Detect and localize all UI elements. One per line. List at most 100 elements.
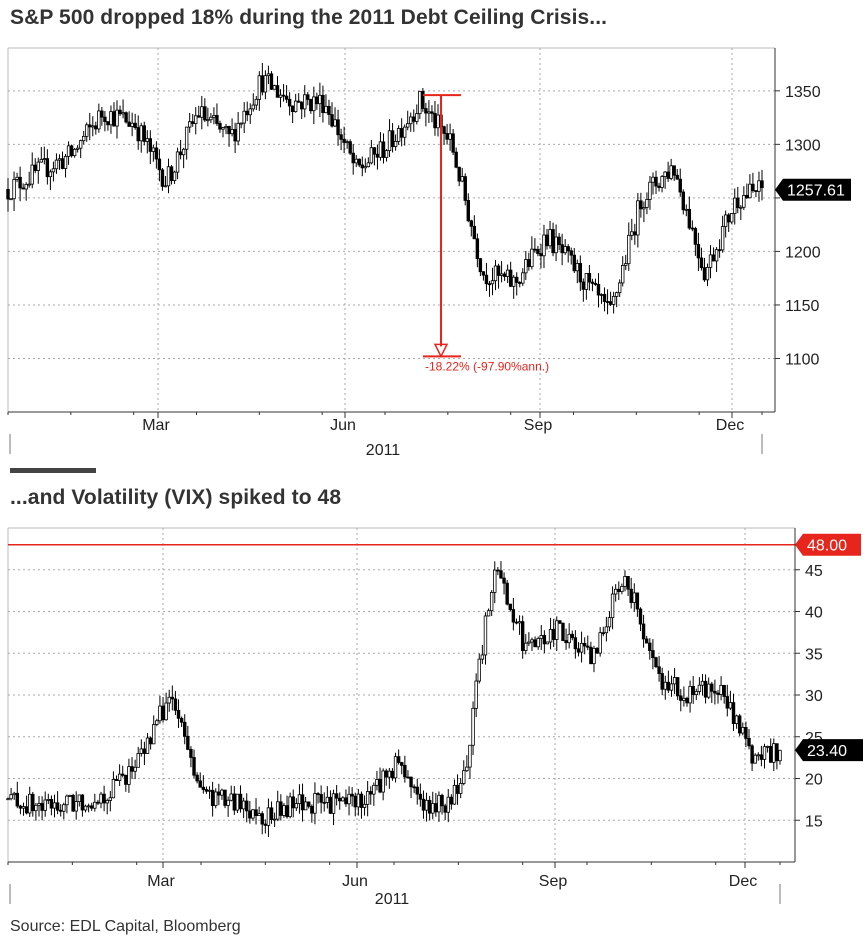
- vix-candle-body: [297, 794, 302, 804]
- vix-candle-body: [114, 779, 119, 781]
- vix-candle-body: [418, 793, 423, 800]
- vix-candle-body: [294, 803, 299, 809]
- sp500-candle-body: [614, 292, 619, 297]
- vix-candle-body: [762, 746, 767, 760]
- vix-candle-body: [93, 801, 97, 809]
- vix-candle-body: [55, 802, 60, 811]
- vix-candle-body: [291, 796, 295, 809]
- sp500-candle-body: [393, 141, 398, 147]
- vix-candle-body: [617, 588, 621, 593]
- sp500-ytick-label-1100: 1100: [785, 351, 820, 368]
- vix-candle-body: [772, 743, 776, 763]
- sp500-candle-body: [215, 115, 219, 124]
- vix-candle-body: [18, 805, 23, 809]
- sp500-candle-body: [624, 263, 628, 266]
- sp500-candle-body: [412, 116, 416, 122]
- vix-candle-body: [111, 779, 116, 799]
- sp500-candle-body: [484, 274, 489, 285]
- vix-peak-label: 48.00: [807, 538, 847, 555]
- sp500-candle-body: [363, 166, 368, 169]
- sp500-candle-body: [548, 229, 552, 247]
- vix-ytick-label-45: 45: [805, 563, 823, 580]
- sp500-candle-body: [124, 112, 128, 123]
- sp500-candle-body: [154, 147, 159, 160]
- vix-candle-body: [350, 793, 354, 797]
- sp500-candle-body: [36, 161, 40, 171]
- vix-candle-body: [582, 642, 587, 647]
- vix-candle-body: [223, 789, 227, 806]
- vix-candle-body: [558, 620, 562, 624]
- vix-candle-body: [303, 801, 308, 811]
- sp500-candle-body: [542, 234, 546, 257]
- vix-last-value-tag: [795, 739, 863, 762]
- sp500-last-value-tag: [775, 178, 851, 201]
- sp500-candle-body: [248, 108, 252, 116]
- sp500-candle-body: [733, 197, 737, 214]
- vix-candle-body: [669, 683, 674, 691]
- sp500-candle-body: [278, 94, 283, 98]
- sp500-candle-body: [518, 282, 522, 284]
- drawdown-label: -18.22% (-97.90%ann.): [425, 359, 549, 373]
- vix-candle-body: [34, 804, 38, 812]
- vix-candle-body: [282, 805, 286, 816]
- sp500-candle-body: [357, 158, 361, 166]
- vix-candle-body: [37, 803, 41, 806]
- sp500-candle-body: [254, 98, 259, 106]
- sp500-candle-body: [303, 94, 307, 110]
- vix-candle-body: [539, 635, 543, 639]
- sp500-candle-body: [100, 110, 104, 118]
- vix-candle-body: [480, 654, 485, 660]
- vix-year-label: 2011: [375, 891, 410, 908]
- sp500-candle-body: [157, 158, 162, 171]
- vix-candle-body: [765, 745, 770, 748]
- vix-candle-body: [403, 764, 407, 778]
- drawdown-annotation: -18.22% (-97.90%ann.): [423, 94, 549, 373]
- sp500-candle-body: [720, 226, 725, 251]
- vix-candle-body: [127, 766, 131, 785]
- vix-candle-body: [496, 569, 500, 572]
- sp500-candle-body: [445, 133, 449, 140]
- sp500-candle-body: [375, 153, 380, 158]
- sp500-candle-body: [266, 73, 271, 77]
- vix-candle-body: [161, 705, 165, 721]
- sp500-candle-body: [133, 122, 137, 128]
- vix-candle-body: [24, 806, 29, 814]
- sp500-candle-body: [739, 206, 743, 209]
- sp500-candle-body: [60, 158, 65, 169]
- sp500-candle-body: [672, 165, 676, 176]
- sp500-candle-body: [442, 126, 446, 134]
- vix-candle-body: [316, 793, 320, 795]
- vix-candle-body: [322, 801, 326, 804]
- sp500-candle-body: [654, 176, 658, 187]
- sp500-candle-body: [608, 301, 613, 305]
- vix-candle-body: [300, 794, 305, 811]
- vix-candle-body: [511, 609, 516, 623]
- sp500-candle-body: [760, 180, 764, 189]
- vix-candle-body: [375, 779, 379, 786]
- vix-candle-body: [328, 796, 333, 814]
- sp500-candle-body: [566, 246, 570, 252]
- vix-candle-body: [142, 748, 147, 754]
- sp500-candle-body: [6, 188, 10, 200]
- sp500-candle-body: [12, 179, 16, 200]
- vix-candle-body: [272, 818, 277, 821]
- sp500-candle-body: [51, 168, 56, 173]
- vix-candle-body: [437, 794, 441, 813]
- vix-candle-body: [623, 576, 627, 587]
- sp500-candle-body: [69, 145, 74, 157]
- sp500-candle-body: [366, 162, 371, 168]
- vix-candle-body: [145, 737, 150, 754]
- vix-candle-body: [458, 783, 463, 794]
- sp500-candle-body: [714, 249, 719, 262]
- sp500-candle-body: [651, 176, 655, 183]
- sp500-candle-body: [300, 101, 304, 110]
- sp500-candle-body: [15, 176, 19, 180]
- sp500-candle-body: [290, 105, 295, 113]
- vix-candle-body: [62, 804, 66, 812]
- sp500-candle-body: [521, 272, 525, 284]
- sp500-candle-body: [530, 248, 534, 268]
- sp500-candle-body: [751, 183, 755, 191]
- sp500-candle-body: [569, 250, 573, 256]
- sp500-xtick-label-Jun: Jun: [330, 417, 356, 434]
- sp500-candle-body: [218, 123, 222, 130]
